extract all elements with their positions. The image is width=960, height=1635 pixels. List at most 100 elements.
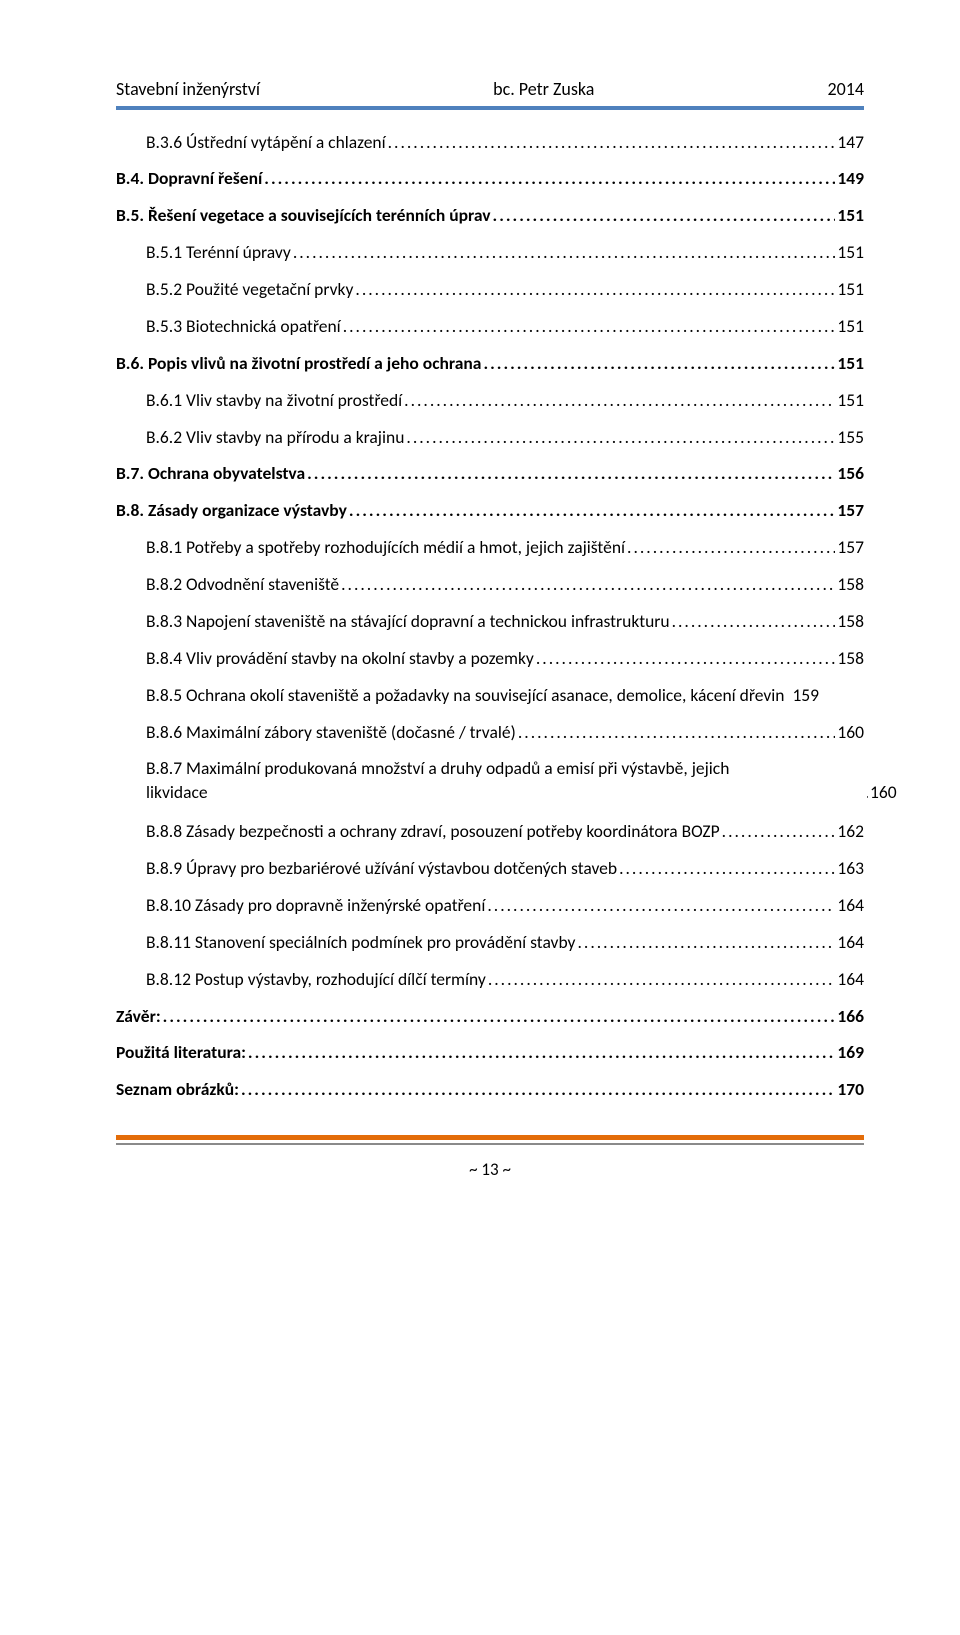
toc-label: Použitá literatura: xyxy=(116,1042,246,1064)
toc-page-number: 163 xyxy=(835,858,864,880)
toc-label: B.7. Ochrana obyvatelstva xyxy=(116,463,305,485)
footer-thin-rule xyxy=(116,1143,864,1145)
toc-entry: B.6.1 Vliv stavby na životní prostředí 1… xyxy=(116,390,864,412)
toc-page-number: 164 xyxy=(835,895,864,917)
toc-page-number: 151 xyxy=(835,316,864,338)
footer-page-number: ~ 13 ~ xyxy=(116,1159,864,1180)
toc-leader-dots xyxy=(491,205,836,227)
toc-page-number: 159 xyxy=(790,685,819,707)
toc-leader-dots xyxy=(347,500,835,522)
toc-leader-dots xyxy=(720,821,836,843)
toc-label: B.8.10 Zásady pro dopravně inženýrské op… xyxy=(146,895,485,917)
toc-label: B.8.2 Odvodnění staveniště xyxy=(146,574,339,596)
toc-page-number: 169 xyxy=(835,1042,864,1064)
toc-leader-dots xyxy=(404,427,835,449)
toc-label: B.3.6 Ústřední vytápění a chlazení xyxy=(146,132,386,154)
toc-page-number: 164 xyxy=(835,932,864,954)
toc-label: B.8.5 Ochrana okolí staveniště a požadav… xyxy=(146,685,784,707)
toc-label: B.5. Řešení vegetace a souvisejících ter… xyxy=(116,205,491,227)
toc-leader-dots xyxy=(262,168,835,190)
toc-page-number: 164 xyxy=(835,969,864,991)
toc-entry: B.5.3 Biotechnická opatření 151 xyxy=(116,316,864,338)
toc-entry: B.8.8 Zásady bezpečnosti a ochrany zdrav… xyxy=(116,821,864,843)
toc-page-number: 158 xyxy=(835,574,864,596)
toc-entry: B.8.5 Ochrana okolí staveniště a požadav… xyxy=(116,685,864,707)
footer-bar xyxy=(116,1135,864,1145)
toc-page-number: 149 xyxy=(835,168,864,190)
toc-leader-dots xyxy=(341,316,836,338)
toc-entry: Použitá literatura: 169 xyxy=(116,1042,864,1064)
toc-entry: B.8.7 Maximální produkovaná množství a d… xyxy=(116,758,864,806)
toc-entry: B.5.1 Terénní úpravy 151 xyxy=(116,242,864,264)
toc-entry: B.8. Zásady organizace výstavby 157 xyxy=(116,500,864,522)
header-right: 2014 xyxy=(827,78,864,100)
toc-leader-dots xyxy=(386,132,836,154)
toc-entry: B.8.1 Potřeby a spotřeby rozhodujících m… xyxy=(116,537,864,559)
toc-label: B.8.3 Napojení staveniště na stávající d… xyxy=(146,611,670,633)
toc-page-number: 151 xyxy=(835,242,864,264)
toc-label: B.5.1 Terénní úpravy xyxy=(146,242,291,264)
toc-leader-dots xyxy=(485,895,835,917)
footer-orange-rule xyxy=(116,1135,864,1140)
toc-label: Seznam obrázků: xyxy=(116,1079,239,1101)
toc-leader-dots xyxy=(486,969,836,991)
toc-label: B.8.11 Stanovení speciálních podmínek pr… xyxy=(146,932,575,954)
toc-leader-dots xyxy=(246,1042,835,1064)
toc-entry: B.6.2 Vliv stavby na přírodu a krajinu 1… xyxy=(116,427,864,449)
toc-leader-dots xyxy=(481,353,835,375)
toc-label: B.5.2 Použité vegetační prvky xyxy=(146,279,353,301)
toc-leader-dots xyxy=(534,648,836,670)
toc-entry: B.8.2 Odvodnění staveniště 158 xyxy=(116,574,864,596)
toc-label: likvidace xyxy=(116,782,864,804)
toc-entry: B.8.9 Úpravy pro bezbariérové užívání vý… xyxy=(116,858,864,880)
toc-page-number: 170 xyxy=(835,1079,864,1101)
toc-leader-dots xyxy=(161,1006,836,1028)
toc-label: B.4. Dopravní řešení xyxy=(116,168,262,190)
toc-label: B.8.7 Maximální produkovaná množství a d… xyxy=(116,758,864,780)
toc-entry: B.4. Dopravní řešení 149 xyxy=(116,168,864,190)
toc-page-number: 147 xyxy=(835,132,864,154)
toc-label: B.8.6 Maximální zábory staveniště (dočas… xyxy=(146,722,516,744)
page-header: Stavební inženýrství bc. Petr Zuska 2014 xyxy=(116,78,864,100)
toc-page-number: 160 xyxy=(835,722,864,744)
header-center: bc. Petr Zuska xyxy=(493,78,594,100)
toc-leader-dots xyxy=(575,932,835,954)
header-left: Stavební inženýrství xyxy=(116,78,260,100)
toc-leader-dots xyxy=(305,463,835,485)
toc-label: B.6. Popis vlivů na životní prostředí a … xyxy=(116,353,481,375)
toc-entry: B.5. Řešení vegetace a souvisejících ter… xyxy=(116,205,864,227)
toc-page-number: 156 xyxy=(835,463,864,485)
toc-label: B.8.9 Úpravy pro bezbariérové užívání vý… xyxy=(146,858,617,880)
toc-label: B.8.12 Postup výstavby, rozhodující dílč… xyxy=(146,969,486,991)
toc-page-number: 155 xyxy=(835,427,864,449)
toc-leader-dots xyxy=(625,537,835,559)
toc-page-number: 157 xyxy=(835,500,864,522)
toc-entry: B.3.6 Ústřední vytápění a chlazení 147 xyxy=(116,132,864,154)
toc-leader-dots xyxy=(516,722,836,744)
toc-entry: B.7. Ochrana obyvatelstva 156 xyxy=(116,463,864,485)
toc-label: B.8. Zásady organizace výstavby xyxy=(116,500,347,522)
toc-entry: B.8.4 Vliv provádění stavby na okolní st… xyxy=(116,648,864,670)
toc-label: B.5.3 Biotechnická opatření xyxy=(146,316,341,338)
toc-leader-dots xyxy=(402,390,835,412)
toc-page-number: 158 xyxy=(835,648,864,670)
toc-label: B.8.1 Potřeby a spotřeby rozhodujících m… xyxy=(146,537,625,559)
toc-page-number: 158 xyxy=(835,611,864,633)
toc-entry: Seznam obrázků: 170 xyxy=(116,1079,864,1101)
toc-page-number: 151 xyxy=(835,205,864,227)
toc-leader-dots xyxy=(617,858,835,880)
table-of-contents: B.3.6 Ústřední vytápění a chlazení 147B.… xyxy=(116,132,864,1102)
toc-page-number: 151 xyxy=(835,390,864,412)
toc-leader-dots xyxy=(339,574,835,596)
toc-entry: Závěr: 166 xyxy=(116,1006,864,1028)
toc-entry: B.6. Popis vlivů na životní prostředí a … xyxy=(116,353,864,375)
toc-label: B.6.2 Vliv stavby na přírodu a krajinu xyxy=(146,427,404,449)
toc-page-number: 157 xyxy=(835,537,864,559)
toc-page-number: 162 xyxy=(835,821,864,843)
toc-page-number: 151 xyxy=(835,353,864,375)
toc-label: B.8.8 Zásady bezpečnosti a ochrany zdrav… xyxy=(146,821,720,843)
toc-label: Závěr: xyxy=(116,1006,161,1028)
toc-entry: B.8.11 Stanovení speciálních podmínek pr… xyxy=(116,932,864,954)
toc-leader-dots xyxy=(353,279,835,301)
toc-entry: B.5.2 Použité vegetační prvky 151 xyxy=(116,279,864,301)
